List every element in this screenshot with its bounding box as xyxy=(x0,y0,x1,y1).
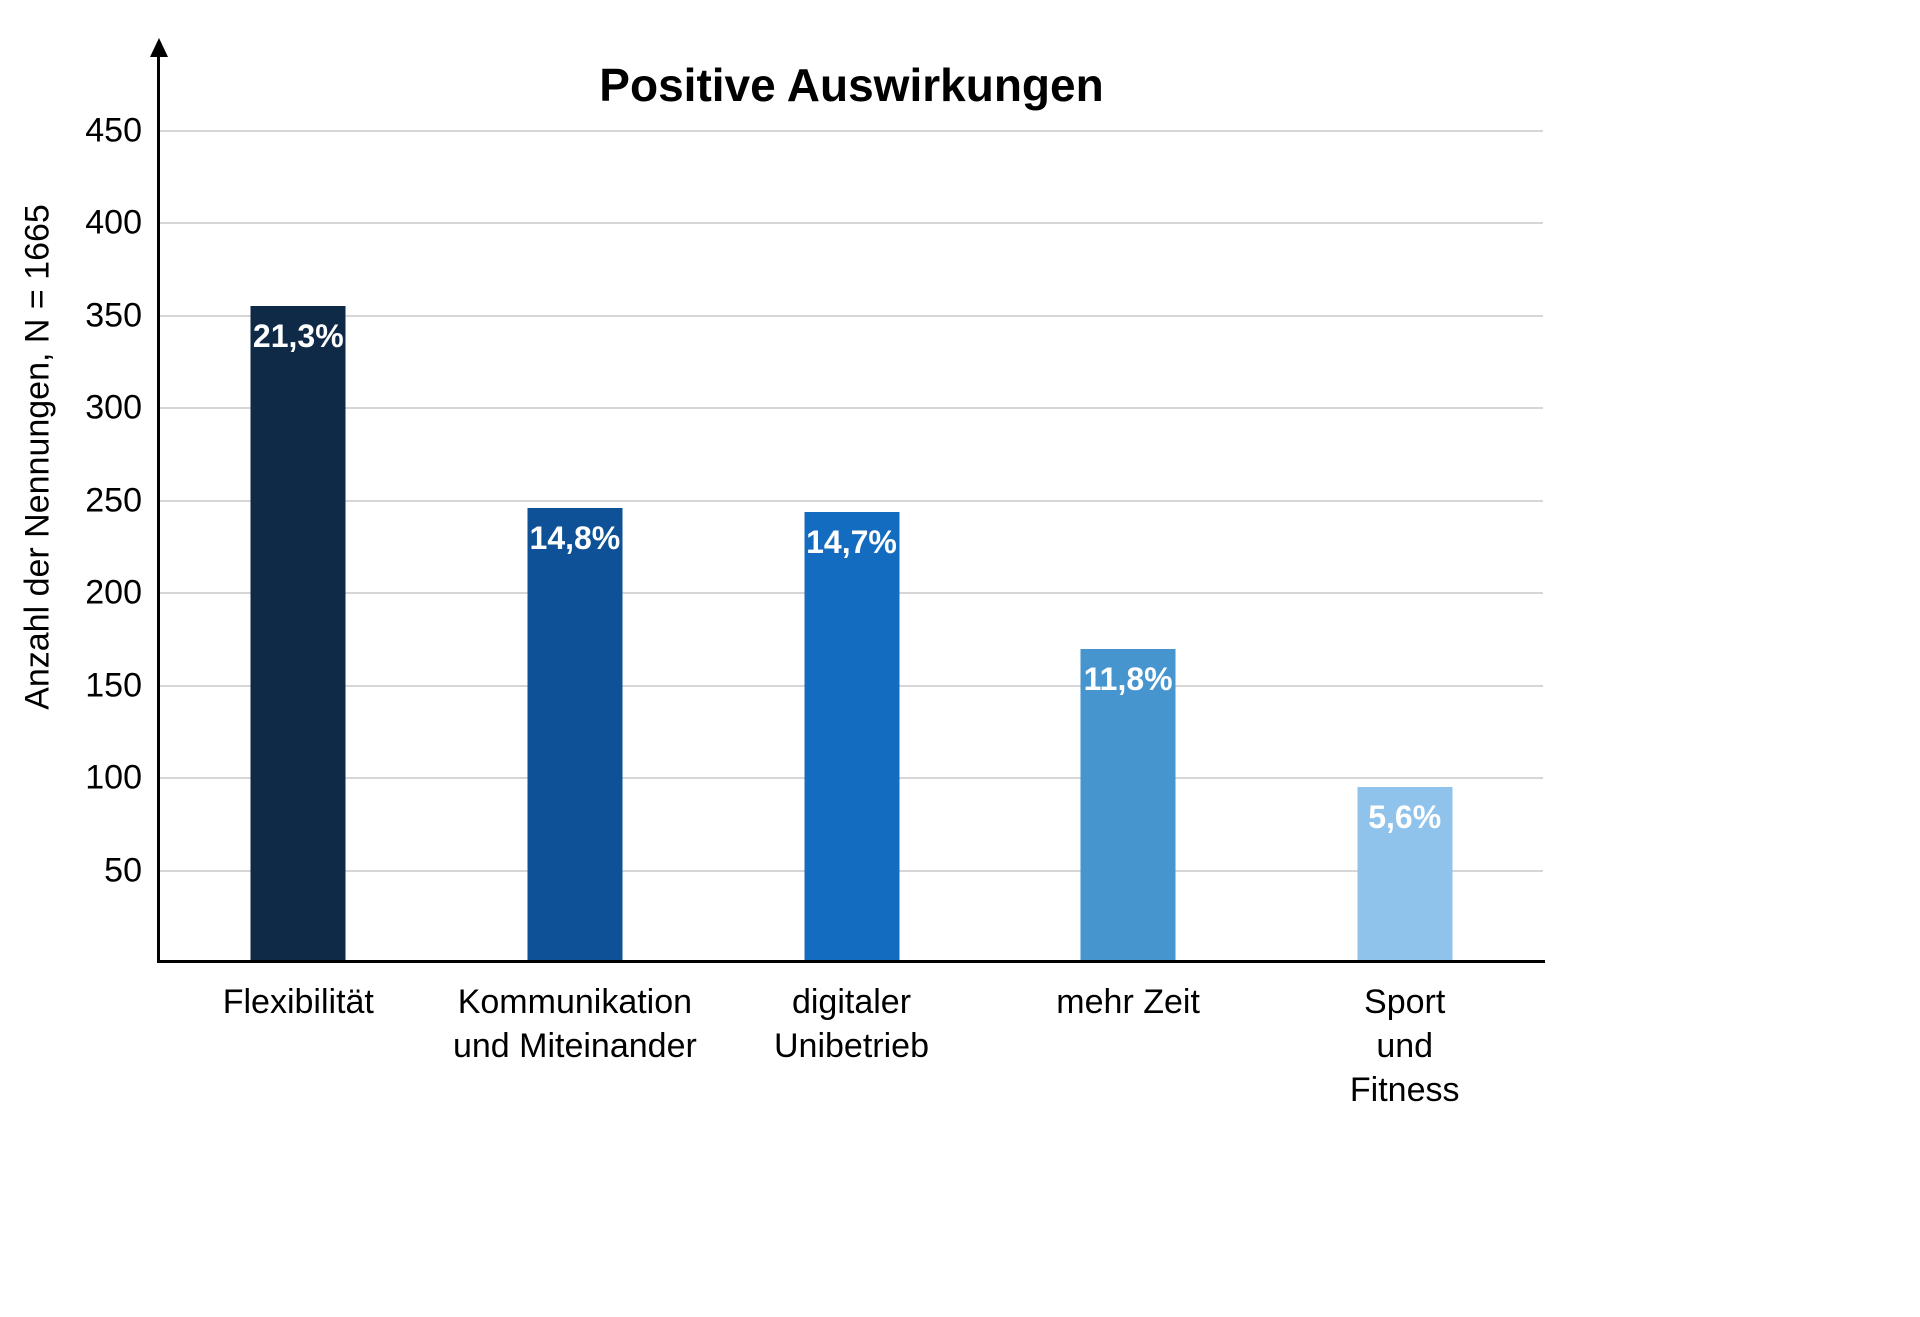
bar: 11,8% xyxy=(1080,648,1176,963)
x-axis-category-label: Kommunikation und Miteinander xyxy=(452,983,697,1066)
x-axis-category-label: digitaler Unibetrieb xyxy=(774,983,929,1066)
y-tick-label: 100 xyxy=(85,758,142,797)
y-tick-label: 400 xyxy=(85,203,142,242)
y-tick-label: 50 xyxy=(104,851,142,889)
gridline xyxy=(160,314,1543,317)
bar: 21,3% xyxy=(250,306,346,963)
bar-value-label: 5,6% xyxy=(1368,799,1442,836)
plot-area: 21,3% 14,8% 14,7% 11,8% 5,6% xyxy=(160,75,1543,963)
x-axis-category-label: Flexibilität xyxy=(222,983,374,1021)
gridline xyxy=(160,407,1543,409)
gridline xyxy=(160,222,1543,224)
x-axis-labels: Flexibilität Kommunikation und Miteinande… xyxy=(160,980,1543,1109)
x-axis-category-label: mehr Zeit xyxy=(1056,983,1200,1021)
bar: 14,8% xyxy=(527,507,623,963)
x-axis-line xyxy=(157,960,1545,963)
y-tick-label: 250 xyxy=(85,481,142,519)
bar-value-label: 11,8% xyxy=(1083,660,1173,697)
y-tick-label: 450 xyxy=(85,111,142,149)
x-axis-category-label: Sport und Fitness xyxy=(1349,983,1460,1110)
y-axis-tick-labels: 50 100 150 200 250 300 350 400 450 xyxy=(0,0,142,1317)
bar-value-label: 14,7% xyxy=(806,523,897,560)
y-axis-arrow-icon xyxy=(149,38,168,57)
y-axis-line xyxy=(157,55,160,963)
gridline xyxy=(160,499,1543,502)
y-tick-label: 350 xyxy=(85,296,142,334)
y-tick-label: 300 xyxy=(85,388,142,427)
bar-value-label: 21,3% xyxy=(252,318,344,355)
bar-value-label: 14,8% xyxy=(529,519,621,556)
chart-title: Positive Auswirkungen xyxy=(599,59,1104,111)
bar: 14,7% xyxy=(804,511,899,963)
y-tick-label: 150 xyxy=(85,666,142,704)
y-tick-label: 200 xyxy=(85,573,142,612)
bar: 5,6% xyxy=(1357,787,1453,963)
gridline xyxy=(160,129,1543,132)
